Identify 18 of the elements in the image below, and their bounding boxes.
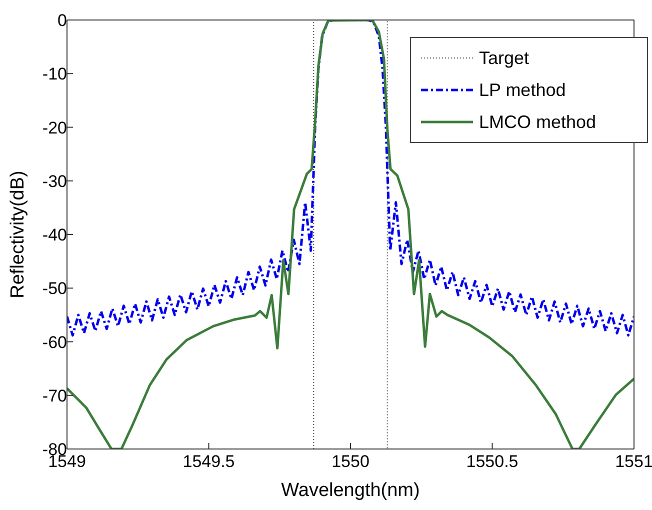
x-axis-title: Wavelength(nm): [281, 480, 420, 501]
y-axis-title: Reflectivity(dB): [8, 170, 29, 298]
x-tick-label: 1550: [332, 452, 370, 472]
y-tick-label: -20: [42, 118, 67, 138]
x-tick-label: 1550.5: [466, 452, 518, 472]
x-tick-label: 1549.5: [182, 452, 235, 472]
y-tick-label: -60: [42, 332, 67, 352]
y-tick-label: -70: [42, 386, 67, 406]
legend-label: Target: [479, 48, 530, 68]
y-tick-label: -30: [42, 172, 67, 191]
legend-label: LP method: [479, 80, 566, 100]
y-tick-label: 0: [58, 11, 67, 30]
x-tick-label: 1551: [615, 452, 652, 472]
y-tick-label: -40: [42, 226, 67, 245]
y-tick-label: -50: [42, 279, 67, 298]
y-tick-label: -10: [42, 64, 67, 84]
legend-label: LMCO method: [479, 112, 596, 132]
line-series: [67, 20, 634, 449]
